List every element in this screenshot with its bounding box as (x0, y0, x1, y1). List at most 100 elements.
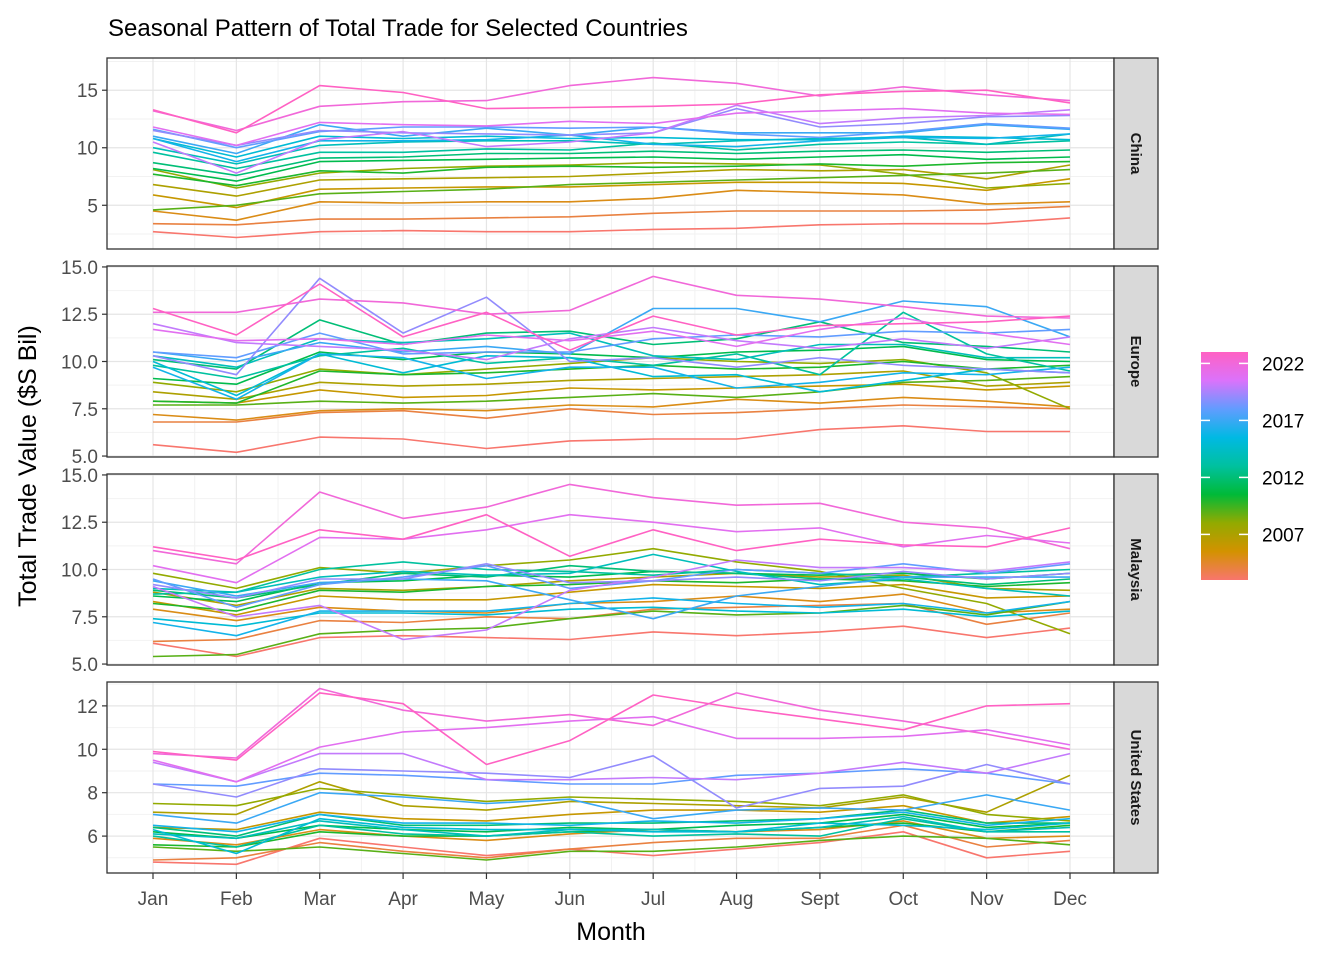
series-line-2009 (152, 168, 1071, 211)
series-line-2009 (152, 600, 1071, 658)
series-line-2004 (152, 824, 1071, 861)
series-line-2016 (152, 133, 1071, 163)
series-line-2020 (152, 559, 1071, 641)
series-line-2020 (152, 104, 1071, 174)
series-line-2012 (152, 564, 1071, 599)
series-line-2017 (152, 123, 1071, 155)
series-line-2022 (152, 483, 1071, 565)
y-tick-label: 10 (77, 740, 98, 761)
series-line-2019 (152, 755, 1071, 809)
series-line-2016 (152, 811, 1071, 833)
series-line-2014 (152, 553, 1071, 597)
y-tick-label: 7.5 (72, 608, 98, 629)
x-tick-label: Dec (1053, 889, 1087, 910)
x-tick-label: Oct (888, 889, 918, 910)
legend-colorbar (1201, 352, 1248, 580)
series-line-2006 (152, 583, 1071, 616)
y-tick-label: 5 (87, 196, 98, 217)
x-tick-label: May (469, 889, 505, 910)
x-axis-title: Month (576, 918, 645, 946)
series-line-2004 (152, 205, 1071, 226)
x-tick-label: Jul (641, 889, 665, 910)
series-line-2009 (153, 375, 1071, 406)
series-line-2012 (152, 149, 1071, 177)
series-line-2003 (152, 625, 1071, 658)
legend-label: 2012 (1262, 468, 1304, 489)
series-line-2015 (152, 817, 1071, 855)
series-line-2017 (152, 791, 1071, 824)
panel-border (106, 57, 1115, 250)
y-tick-label: 10.0 (61, 353, 98, 374)
series-line-2013 (152, 140, 1071, 170)
series-line-2010 (152, 578, 1071, 612)
x-tick-label: Feb (220, 889, 253, 910)
x-tick-label: Sept (800, 889, 840, 910)
series-line-2005 (152, 189, 1071, 221)
series-line-2013 (152, 311, 1071, 380)
series-line-2003 (152, 425, 1070, 454)
panels: 5 10 15 China 5.0 7.5 10.0 12.5 15.0 Europe 5.0 7.5… (61, 57, 1159, 874)
series-line-2013 (152, 817, 1070, 848)
facet-strip (1113, 473, 1159, 666)
series-line-2008 (152, 547, 1071, 635)
series-line-2023 (152, 84, 1071, 134)
series-line-2006 (152, 178, 1071, 209)
panel-china: 5 10 15 China (77, 57, 1159, 250)
facet-strip (1113, 265, 1159, 458)
legend-label: 2017 (1262, 411, 1304, 432)
y-tick-label: 12.5 (61, 513, 98, 534)
series-line-2012 (152, 319, 1071, 370)
series-line-2019 (152, 563, 1071, 599)
series-line-2008 (152, 356, 1071, 410)
series-line-2016 (152, 597, 1071, 637)
panel-malaysia: 5.0 7.5 10.0 12.5 15.0 Malaysia (61, 466, 1159, 676)
y-tick-label: 10.0 (61, 561, 98, 582)
y-tick-label: 5.0 (72, 447, 98, 468)
x-tick-label: Jun (554, 889, 585, 910)
series-line-2003 (152, 217, 1071, 239)
y-tick-label: 7.5 (72, 400, 98, 421)
series-line-2007 (152, 164, 1071, 197)
series-line-2017 (152, 576, 1070, 620)
facet-label: China (1127, 133, 1144, 175)
legend-label: 2007 (1262, 525, 1304, 546)
y-tick-label: 8 (87, 784, 98, 805)
series-line-2009 (152, 835, 1071, 861)
y-axis-title: Total Trade Value ($S Bil) (14, 325, 42, 607)
series-line-2020 (152, 752, 1071, 783)
series-line-2010 (152, 160, 1071, 187)
series-line-2022 (153, 275, 1071, 319)
y-tick-label: 15 (77, 81, 98, 102)
series-line-2014 (152, 332, 1070, 368)
x-tick-label: Aug (720, 889, 754, 910)
x-tick-label: Mar (303, 889, 336, 910)
y-tick-label: 10 (77, 139, 98, 160)
series-line-2023 (152, 692, 1071, 766)
series-line-2007 (152, 774, 1071, 816)
series-line-2021 (152, 107, 1071, 147)
legend: 2007 2012 2017 2022 (1201, 352, 1304, 580)
panel-europe: 5.0 7.5 10.0 12.5 15.0 Europe (61, 258, 1159, 468)
series-line-2021 (152, 715, 1071, 783)
series-line-2018 (152, 563, 1071, 609)
series-line-2019 (152, 277, 1071, 376)
y-tick-label: 6 (87, 827, 98, 848)
facet-strip (1113, 57, 1159, 250)
y-tick-label: 12 (77, 697, 98, 718)
x-axis: Jan Feb Mar Apr May Jun Jul Aug Sept Oct Nov Dec (138, 873, 1087, 910)
series-line-2004 (153, 404, 1071, 423)
series-line-2018 (152, 328, 1071, 359)
series-line-2018 (152, 768, 1071, 787)
series-line-2016 (152, 353, 1071, 401)
series-line-2008 (152, 787, 1071, 822)
y-tick-label: 5.0 (72, 655, 98, 676)
chart-title: Seasonal Pattern of Total Trade for Sele… (108, 15, 688, 42)
series-line-2022 (152, 687, 1071, 759)
series-line-2023 (152, 283, 1071, 351)
x-tick-label: Apr (388, 889, 418, 910)
series-line-2006 (152, 804, 1071, 831)
series-line-2011 (152, 570, 1071, 603)
x-tick-label: Nov (970, 889, 1004, 910)
y-tick-label: 12.5 (61, 305, 98, 326)
